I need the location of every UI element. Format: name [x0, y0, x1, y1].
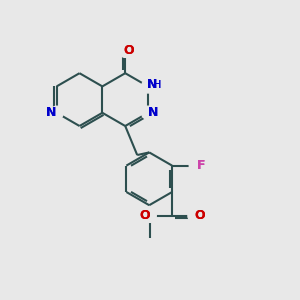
Text: O: O	[140, 209, 150, 222]
Circle shape	[142, 106, 155, 119]
Text: F: F	[196, 159, 205, 172]
Text: N: N	[46, 106, 56, 119]
Text: H: H	[153, 80, 161, 90]
Text: H: H	[153, 80, 161, 90]
Text: N: N	[148, 106, 159, 119]
Text: O: O	[140, 209, 150, 222]
Circle shape	[188, 209, 201, 222]
Circle shape	[142, 80, 155, 93]
Text: O: O	[124, 44, 134, 57]
Text: O: O	[124, 44, 134, 57]
Text: F: F	[196, 159, 205, 172]
Text: O: O	[194, 209, 205, 222]
Text: N: N	[146, 78, 157, 92]
Circle shape	[118, 44, 132, 57]
Text: O: O	[194, 209, 205, 222]
Circle shape	[143, 209, 156, 222]
Circle shape	[189, 159, 203, 172]
Text: N: N	[148, 106, 159, 119]
Circle shape	[50, 106, 63, 119]
Text: N: N	[46, 106, 56, 119]
Text: N: N	[146, 78, 157, 92]
